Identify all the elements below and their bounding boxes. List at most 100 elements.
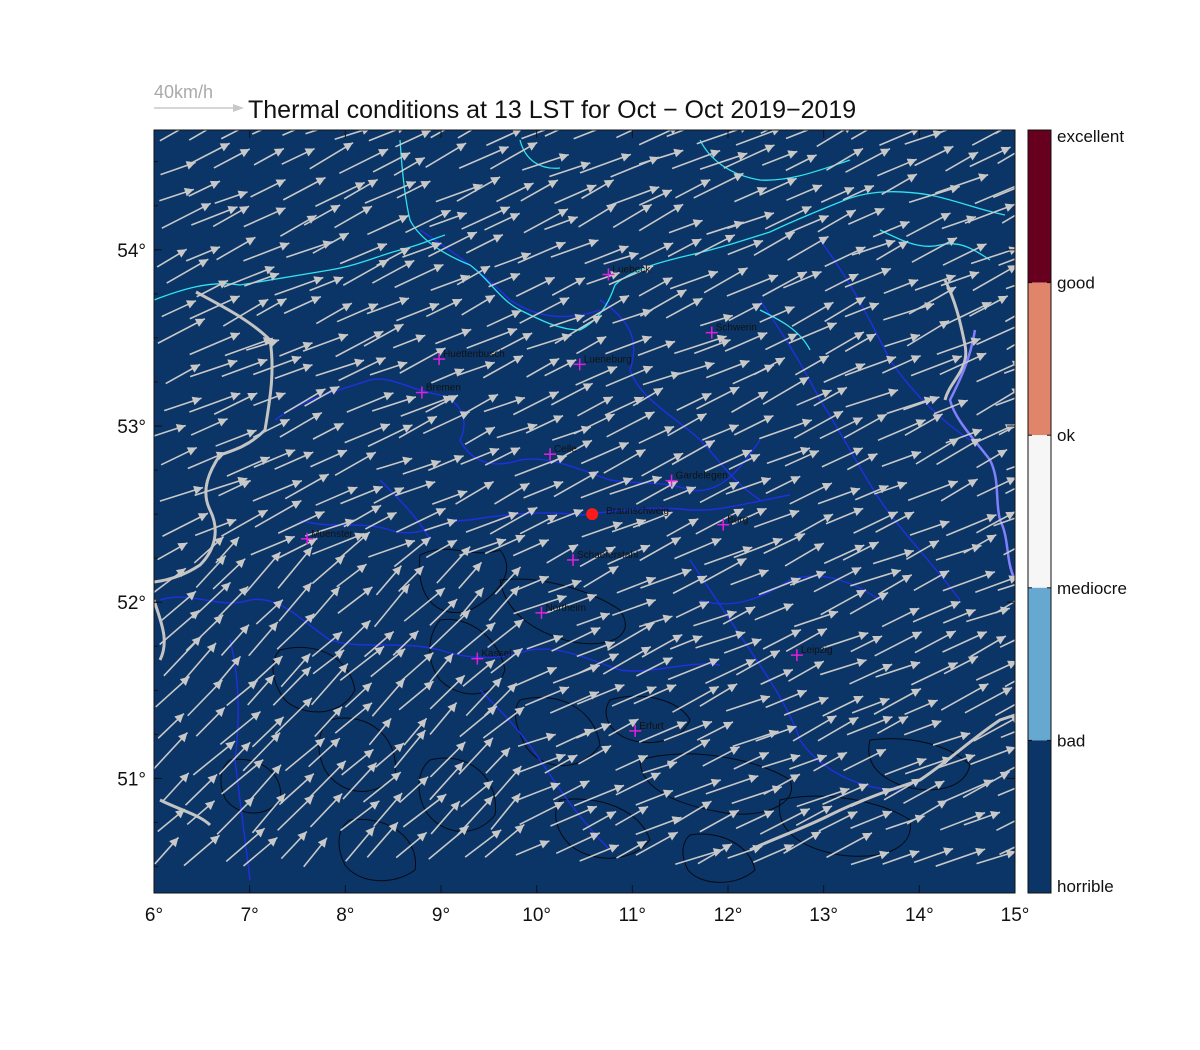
- wind-arrow: [733, 751, 770, 770]
- wind-arrow: [638, 203, 684, 232]
- wind-arrow: [788, 322, 837, 344]
- wind-arrow: [344, 423, 391, 444]
- wind-arrow: [932, 731, 971, 746]
- wind-arrow: [251, 793, 286, 834]
- wind-arrow: [399, 347, 446, 374]
- wind-arrow: [725, 476, 772, 495]
- wind-arrow: [277, 546, 313, 589]
- city-label: Lueneburg: [584, 354, 632, 365]
- wind-arrow: [910, 355, 963, 377]
- wind-arrow: [554, 314, 603, 345]
- wind-arrow: [432, 490, 468, 505]
- wind-arrow: [639, 536, 682, 562]
- wind-arrow: [464, 426, 496, 445]
- wind-arrow: [785, 154, 817, 172]
- wind-arrow: [697, 843, 733, 865]
- wind-arrow: [189, 332, 241, 356]
- wind-arrow: [277, 794, 315, 831]
- colorbar-band: [1028, 587, 1051, 741]
- wind-arrow: [935, 847, 986, 867]
- wind-arrow: [193, 536, 225, 564]
- wind-arrow: [215, 655, 242, 686]
- colorbar-band: [1028, 740, 1051, 893]
- wind-arrow: [881, 354, 922, 374]
- wind-arrow: [728, 302, 763, 322]
- city-label: Muenster: [311, 529, 353, 540]
- wind-arrow: [156, 248, 188, 268]
- wind-arrow: [850, 635, 883, 653]
- map-background: [154, 130, 1015, 893]
- wind-arrow: [754, 603, 794, 621]
- wind-arrow: [849, 591, 889, 615]
- wind-arrow: [484, 823, 525, 858]
- wind-arrow: [672, 685, 720, 713]
- wind-arrow: [196, 279, 229, 298]
- wind-arrow: [962, 770, 1011, 799]
- wind-arrow: [611, 686, 657, 707]
- wind-arrow: [278, 773, 315, 806]
- wind-arrow: [160, 446, 198, 466]
- wind-arrow: [995, 397, 1015, 407]
- wind-arrow: [791, 301, 834, 327]
- wind-arrow: [945, 151, 979, 172]
- colorbar-label: mediocre: [1057, 579, 1127, 598]
- wind-arrow: [466, 327, 518, 349]
- wind-arrow: [364, 180, 417, 204]
- wind-arrow: [602, 645, 652, 675]
- wind-arrow: [586, 271, 621, 285]
- wind-arrow: [906, 319, 950, 347]
- wind-arrow: [696, 386, 740, 410]
- wind-arrow: [817, 716, 859, 742]
- wind-arrow: [694, 234, 736, 257]
- wind-arrow: [215, 429, 257, 447]
- wind-arrow: [845, 388, 899, 408]
- wind-arrow: [726, 274, 779, 297]
- wind-arrow: [190, 418, 228, 436]
- wind-arrow: [191, 205, 238, 226]
- wind-arrow: [276, 613, 315, 650]
- wind-arrow: [362, 771, 402, 803]
- wind-arrow: [226, 679, 259, 707]
- wind-arrow: [395, 480, 436, 497]
- wind-arrow: [367, 424, 413, 448]
- wind-arrow: [192, 740, 236, 776]
- wind-arrow: [945, 514, 997, 537]
- wind-arrow: [159, 130, 181, 142]
- wind-arrow: [607, 622, 655, 651]
- wind-arrow: [458, 737, 494, 775]
- city-marker: Huettenbusch: [433, 349, 505, 366]
- wind-arrow: [674, 537, 722, 560]
- wind-arrow: [222, 298, 269, 327]
- wind-arrow: [465, 511, 519, 533]
- wind-arrow: [672, 575, 708, 595]
- wind-arrow: [218, 585, 249, 617]
- wind-arrow: [425, 394, 459, 413]
- wind-arrow: [615, 754, 649, 771]
- wind-arrow: [544, 215, 578, 231]
- wind-arrow: [784, 449, 820, 467]
- wind-arrow: [214, 190, 248, 204]
- wind-arrow: [216, 236, 256, 261]
- wind-arrow: [765, 475, 801, 495]
- wind-arrow: [875, 660, 921, 678]
- wind-arrow: [254, 499, 302, 528]
- wind-arrow: [820, 589, 867, 616]
- wind-arrow: [784, 542, 825, 567]
- wind-arrow: [906, 799, 948, 825]
- wind-arrow: [695, 630, 746, 649]
- wind-arrow: [312, 232, 350, 254]
- wind-arrow: [161, 202, 212, 229]
- wind-arrow: [159, 485, 204, 502]
- wind-arrow: [794, 513, 834, 537]
- wind-arrow: [345, 826, 376, 862]
- wind-arrow: [821, 631, 869, 650]
- wind-arrow: [251, 716, 285, 748]
- wind-arrow: [367, 214, 409, 236]
- wind-arrow: [274, 451, 314, 470]
- wind-arrow: [667, 658, 720, 681]
- city-marker: Erfurt: [629, 721, 664, 737]
- colorbar-label: excellent: [1057, 127, 1124, 146]
- wind-arrow: [576, 641, 616, 658]
- wind-arrow: [278, 537, 318, 559]
- wind-arrow: [969, 295, 1009, 317]
